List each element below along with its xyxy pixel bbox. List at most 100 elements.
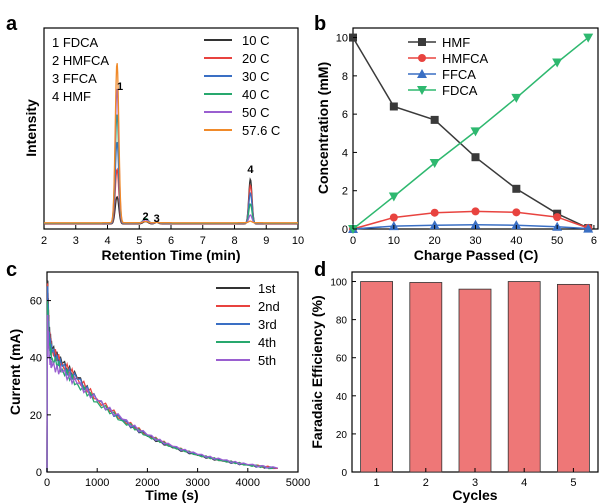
concentration-lines (348, 33, 594, 234)
peak-labels: 1 2 3 4 (117, 81, 254, 225)
x-tick-label: 0 (350, 235, 356, 247)
x-tick-label: 4 (104, 235, 110, 247)
legend-label: 3rd (258, 317, 277, 332)
bar-cycle-1 (360, 281, 394, 473)
x-tick-label: 7 (200, 235, 206, 247)
peak-key: 1 FDCA 2 HMFCA 3 FFCA 4 HMF (52, 35, 109, 104)
x-tick-label: 0 (44, 477, 50, 489)
bar-cycle-2 (409, 282, 443, 473)
point-FDCA (429, 158, 440, 168)
legend-marker (417, 86, 427, 95)
legend-label: 20 C (242, 51, 269, 66)
peak-label-3: 3 (154, 213, 160, 225)
point-FDCA (388, 192, 399, 202)
current-line-5th (46, 314, 279, 473)
x-axis-label-d: Cycles (452, 487, 497, 503)
panel-label-a: a (6, 13, 18, 35)
panel-d: d 1 2 3 4 5 0 20 40 60 80 100 Cycles Faradaic Effi… (309, 259, 599, 503)
chromatogram-curves (44, 63, 298, 225)
legend-c: 1st 2nd 3rd 4th 5th (216, 281, 280, 368)
x-axis-label-c: Time (s) (145, 487, 198, 503)
point-FFCA (583, 223, 594, 233)
y-tick-label: 0 (341, 468, 347, 479)
x-axis-label-b: Charge Passed (C) (414, 247, 538, 263)
chromatogram-10-C (44, 177, 298, 225)
point-HMFCA (512, 208, 521, 217)
x-tick-label: 2 (41, 235, 47, 247)
current-line-1st (46, 280, 274, 473)
y-tick-label: 80 (336, 316, 348, 327)
panel-label-d: d (314, 259, 326, 281)
point-HMF (389, 102, 398, 111)
y-tick-label: 60 (336, 354, 348, 365)
legend-label: 30 C (242, 69, 269, 84)
x-tick-label: 40 (510, 235, 522, 247)
x-axis-label-a: Retention Time (min) (102, 247, 241, 263)
peak-label-1: 1 (117, 81, 123, 93)
y-tick-label: 0 (36, 467, 42, 479)
point-FDCA (583, 33, 594, 43)
x-tick-label: 30 (469, 235, 481, 247)
legend-a: 10 C 20 C 30 C 40 C 50 C 57.6 C (204, 33, 280, 138)
bar-cycle-5 (557, 283, 590, 473)
x-tick-label: 10 (388, 235, 400, 247)
y-tick-label: 100 (330, 278, 347, 289)
efficiency-bars (360, 281, 590, 473)
point-FDCA (470, 127, 481, 137)
x-tick-label: 5000 (286, 477, 310, 489)
chromatogram-20-C (44, 167, 298, 225)
chromatogram-30-C (44, 141, 298, 225)
y-tick-label: 6 (342, 109, 348, 121)
y-tick-label: 2 (342, 186, 348, 198)
panel-label-c: c (6, 259, 17, 281)
y-axis-label-b: Concentration (mM) (315, 62, 331, 194)
y-tick-label: 0 (342, 224, 348, 236)
line-FFCA (352, 224, 589, 230)
point-HMF (512, 184, 521, 193)
bar-cycle-3 (458, 288, 492, 473)
y-tick-label: 20 (30, 410, 42, 422)
x-tick-label: 1 (374, 477, 380, 489)
peak-key-item: 4 HMF (52, 89, 91, 104)
x-tick-label: 20 (429, 235, 441, 247)
point-HMFCA (430, 208, 439, 217)
current-line-4th (46, 300, 273, 473)
current-decay-lines (46, 280, 279, 473)
x-tick-label: 6 (591, 235, 597, 247)
legend-marker (418, 38, 426, 46)
y-tick-label: 10 (336, 33, 348, 45)
chromatogram-57-6-C (44, 63, 298, 224)
legend-label: FFCA (442, 67, 476, 82)
axes-d: 1 2 3 4 5 0 20 40 60 80 100 (330, 278, 576, 489)
panel-c: c 0 1000 2000 3000 4000 5000 0 20 40 60 1st 2nd 3rd… (6, 259, 310, 503)
x-tick-label: 10 (292, 235, 304, 247)
point-FDCA (552, 58, 563, 68)
legend-label: 5th (258, 353, 276, 368)
bar-cycle-4 (507, 281, 541, 473)
peak-key-item: 1 FDCA (52, 35, 99, 50)
y-axis-label-d: Faradaic Efficiency (%) (309, 295, 325, 448)
point-HMF (471, 153, 480, 162)
legend-label: 57.6 C (242, 123, 280, 138)
x-tick-label: 5 (570, 477, 576, 489)
panel-label-b: b (314, 13, 326, 35)
y-axis-label-a: Intensity (23, 99, 39, 157)
y-axis-label-c: Current (mA) (7, 329, 23, 415)
legend-label: 2nd (258, 299, 280, 314)
legend-label: 10 C (242, 33, 269, 48)
legend-label: 40 C (242, 87, 269, 102)
x-tick-label: 9 (263, 235, 269, 247)
legend-label: 4th (258, 335, 276, 350)
legend-label: FDCA (442, 83, 478, 98)
y-tick-label: 40 (30, 353, 42, 365)
x-tick-label: 3 (73, 235, 79, 247)
point-FFCA (470, 219, 481, 229)
point-HMFCA (471, 207, 480, 216)
x-tick-label: 4000 (236, 477, 260, 489)
legend-label: HMF (442, 35, 470, 50)
